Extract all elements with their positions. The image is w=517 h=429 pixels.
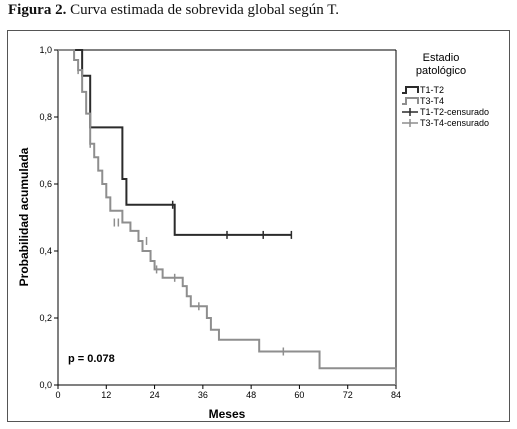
- y-tick-label: 0,6: [39, 179, 52, 189]
- x-tick-label: 0: [55, 390, 60, 400]
- legend-t1t2-censored-label: T1-T2-censurado: [420, 107, 489, 117]
- survival-curve-t3t4: [58, 49, 397, 385]
- y-tick-label: 1,0: [39, 45, 52, 55]
- legend-t3t4-label: T3-T4: [420, 96, 444, 106]
- legend-t1t2-symbol: [402, 86, 419, 94]
- x-tick-label: 60: [294, 390, 304, 400]
- legend: Estadio patológico T1-T2T3-T4T1-T2-censu…: [402, 52, 489, 128]
- y-tick-label: 0,0: [39, 380, 52, 390]
- y-tick-label: 0,8: [39, 112, 52, 122]
- x-tick-label: 12: [101, 390, 111, 400]
- x-tick-label: 48: [246, 390, 256, 400]
- figure-caption-label: Figura 2.: [8, 2, 67, 18]
- survival-curve-t1t2: [58, 49, 292, 236]
- figure-caption: Figura 2. Curva estimada de sobrevida gl…: [8, 2, 339, 19]
- legend-t1t2-label: T1-T2: [420, 85, 444, 95]
- figure-caption-text: Curva estimada de sobrevida global según…: [70, 2, 340, 18]
- legend-t3t4-symbol: [402, 97, 419, 105]
- x-tick-label: 36: [198, 390, 208, 400]
- legend-title-line1: Estadio: [423, 52, 460, 64]
- legend-title-line2: patológico: [416, 65, 466, 77]
- y-tick-label: 0,2: [39, 313, 52, 323]
- chart-frame: [7, 30, 510, 422]
- legend-t3t4-censored-label: T3-T4-censurado: [420, 118, 489, 128]
- x-axis-label: Meses: [209, 407, 246, 421]
- x-tick-label: 24: [150, 390, 160, 400]
- x-tick-label: 84: [391, 390, 401, 400]
- p-value-annotation: p = 0.078: [68, 353, 115, 365]
- y-tick-label: 0,4: [39, 246, 52, 256]
- x-tick-label: 72: [343, 390, 353, 400]
- y-axis-label: Probabilidad acumulada: [17, 147, 31, 286]
